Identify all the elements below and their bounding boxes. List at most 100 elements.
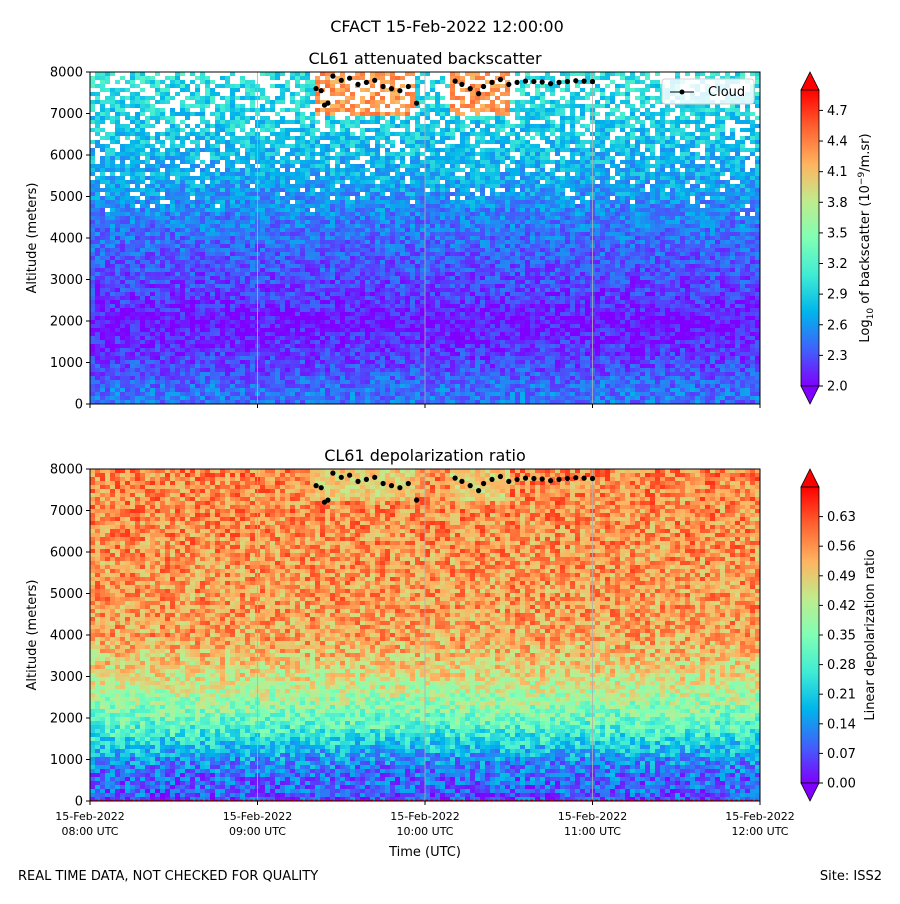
heatmap-cell — [740, 208, 746, 213]
heatmap-cell — [180, 152, 186, 157]
heatmap-cell — [390, 196, 396, 201]
heatmap-cell — [130, 128, 136, 133]
heatmap-cell — [240, 112, 246, 117]
heatmap-cell — [705, 176, 711, 181]
heatmap-cell — [90, 152, 96, 157]
heatmap-cell — [680, 116, 686, 121]
heatmap-cell — [690, 216, 696, 221]
heatmap-cell — [270, 164, 276, 169]
heatmap-cell — [715, 124, 721, 129]
heatmap-cell — [700, 132, 706, 137]
heatmap-cell — [665, 164, 671, 169]
heatmap-cell — [230, 108, 236, 113]
heatmap-cell — [165, 160, 171, 165]
heatmap-cell — [680, 188, 686, 193]
heatmap-cell — [425, 92, 431, 97]
heatmap-cell — [100, 144, 106, 149]
heatmap-cell — [475, 80, 481, 85]
heatmap-cell — [720, 72, 726, 77]
heatmap-cell — [135, 152, 141, 157]
heatmap-cell — [95, 200, 101, 205]
heatmap-cell — [555, 128, 561, 133]
heatmap-cell — [490, 124, 496, 129]
heatmap-cell — [465, 140, 471, 145]
heatmap-cell — [670, 208, 676, 213]
heatmap-cell — [220, 156, 226, 161]
heatmap-cell — [645, 120, 651, 125]
heatmap-cell — [155, 220, 161, 225]
heatmap-cell — [265, 168, 271, 173]
heatmap-cell — [180, 92, 186, 97]
heatmap-cell — [645, 72, 651, 77]
heatmap-cell — [620, 116, 626, 121]
heatmap-cell — [110, 148, 116, 153]
heatmap-cell — [530, 96, 536, 101]
heatmap-cell — [680, 104, 686, 109]
heatmap-cell — [455, 108, 461, 113]
heatmap-cell — [340, 200, 346, 205]
heatmap-cell — [750, 128, 756, 133]
heatmap-cell — [700, 76, 706, 81]
heatmap-cell — [195, 192, 201, 197]
heatmap-cell — [135, 208, 141, 213]
heatmap-cell — [400, 120, 406, 125]
heatmap-cell — [650, 180, 656, 185]
heatmap-cell — [180, 108, 186, 113]
heatmap-cell — [340, 208, 346, 213]
heatmap-cell — [610, 208, 616, 213]
heatmap-cell — [620, 184, 626, 189]
heatmap-cell — [635, 152, 641, 157]
heatmap-cell — [510, 196, 516, 201]
heatmap-cell — [595, 84, 601, 89]
heatmap-cell — [660, 72, 666, 77]
heatmap-cell — [445, 160, 451, 165]
heatmap-cell — [680, 112, 686, 117]
heatmap-cell — [435, 108, 441, 113]
heatmap-cell — [525, 144, 531, 149]
heatmap-cell — [220, 180, 226, 185]
heatmap-cell — [300, 200, 306, 205]
heatmap-cell — [110, 96, 116, 101]
heatmap-cell — [260, 188, 266, 193]
heatmap-cell — [670, 72, 676, 77]
heatmap-cell — [415, 204, 421, 209]
heatmap-cell — [305, 100, 311, 105]
heatmap-cell — [350, 112, 356, 117]
heatmap-cell — [450, 92, 456, 97]
heatmap-cell — [610, 184, 616, 189]
heatmap-cell — [670, 112, 676, 117]
heatmap-cell — [460, 152, 466, 157]
heatmap-cell — [695, 168, 701, 173]
heatmap-cell — [430, 132, 436, 137]
heatmap-cell — [710, 136, 716, 141]
heatmap-cell — [355, 108, 361, 113]
heatmap-cell — [320, 96, 326, 101]
heatmap-cell — [605, 72, 611, 77]
heatmap-cell — [620, 80, 626, 85]
heatmap-cell — [185, 100, 191, 105]
heatmap-cell — [100, 164, 106, 169]
heatmap-cell — [610, 124, 616, 129]
heatmap-cell — [225, 120, 231, 125]
heatmap-cell — [680, 172, 686, 177]
heatmap-cell — [350, 128, 356, 133]
heatmap-cell — [110, 120, 116, 125]
heatmap-cell — [415, 76, 421, 81]
heatmap-cell — [750, 136, 756, 141]
heatmap-cell — [355, 112, 361, 117]
heatmap-cell — [105, 184, 111, 189]
heatmap-cell — [690, 196, 696, 201]
heatmap-cell — [750, 188, 756, 193]
heatmap-cell — [125, 180, 131, 185]
heatmap-cell — [195, 156, 201, 161]
heatmap-cell — [90, 148, 96, 153]
heatmap-cell — [385, 120, 391, 125]
heatmap-cell — [245, 220, 251, 225]
heatmap-cell — [210, 92, 216, 97]
heatmap-cell — [340, 104, 346, 109]
heatmap-cell — [550, 108, 556, 113]
heatmap-cell — [495, 192, 501, 197]
heatmap-cell — [215, 168, 221, 173]
heatmap-cell — [735, 204, 741, 209]
heatmap-cell — [555, 192, 561, 197]
